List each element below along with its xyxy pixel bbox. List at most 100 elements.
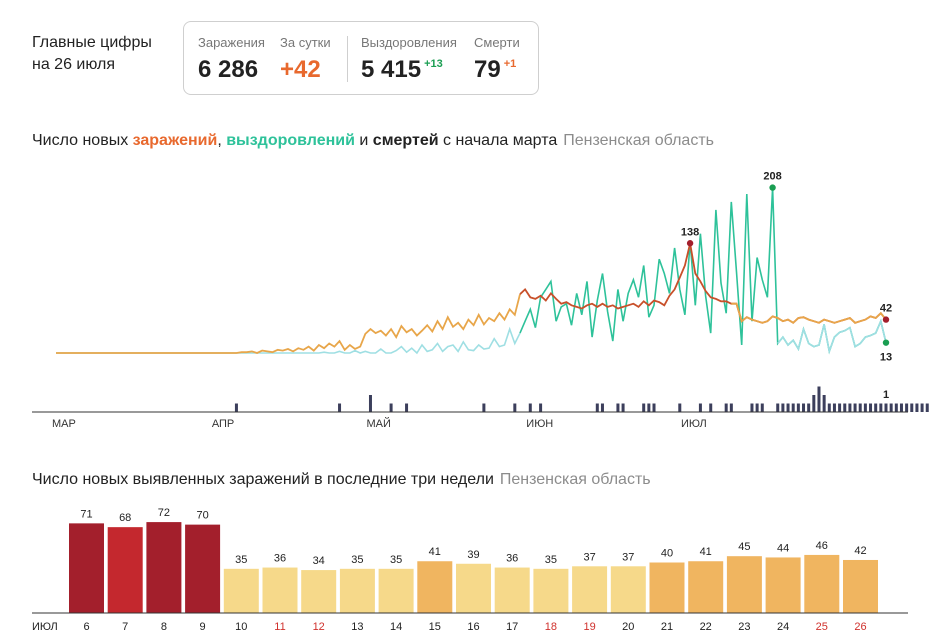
bar-value-label: 68 xyxy=(119,512,131,524)
day-label: 13 xyxy=(351,621,363,633)
day-bar xyxy=(223,568,259,613)
death-bar xyxy=(905,403,909,412)
death-bar xyxy=(642,403,646,412)
day-bar xyxy=(494,567,530,613)
stat-recovered-value: 5 415 xyxy=(361,56,422,83)
death-bar xyxy=(884,403,888,412)
day-label: 11 xyxy=(274,621,285,633)
death-bar xyxy=(786,403,790,412)
death-bar xyxy=(513,403,517,412)
death-bar xyxy=(874,403,878,412)
death-bar xyxy=(405,403,409,412)
stat-daily-value: +42 xyxy=(280,56,321,83)
death-bar xyxy=(776,403,780,412)
bar-value-label: 44 xyxy=(777,542,789,554)
day-label: 8 xyxy=(161,621,167,633)
bar-value-label: 35 xyxy=(351,554,363,566)
timeline-annotations: 138 208 42 13 1 xyxy=(681,171,892,401)
death-bar xyxy=(652,403,656,412)
bar-value-label: 35 xyxy=(545,554,557,566)
death-bar xyxy=(389,403,393,412)
month-label: МАР xyxy=(52,418,76,430)
day-bar xyxy=(688,561,724,613)
month-label: ИЮН xyxy=(526,418,553,430)
bar-value-label: 40 xyxy=(661,548,673,560)
death-bar xyxy=(750,403,754,412)
death-bar xyxy=(755,403,759,412)
weekly-bars xyxy=(69,522,878,613)
stats-separator xyxy=(347,36,348,82)
day-bar xyxy=(339,568,375,613)
day-label: 9 xyxy=(200,621,206,633)
death-bar xyxy=(539,403,543,412)
death-bar xyxy=(368,395,372,412)
death-bar xyxy=(838,403,842,412)
month-label: МАЙ xyxy=(366,417,390,430)
death-bar xyxy=(920,403,924,412)
stat-deaths: Смерти 79 +1 xyxy=(474,35,520,84)
death-bar xyxy=(796,403,800,412)
death-bar xyxy=(595,403,599,412)
death-bar xyxy=(822,395,826,412)
death-bar xyxy=(869,403,873,412)
day-bar xyxy=(262,567,298,613)
recovered-peak-label: 208 xyxy=(763,171,781,183)
death-bar xyxy=(781,403,785,412)
death-bar xyxy=(600,403,604,412)
day-label: 10 xyxy=(235,621,247,633)
day-label: 19 xyxy=(583,621,595,633)
death-bar xyxy=(848,403,852,412)
day-bar xyxy=(765,557,801,613)
day-bar xyxy=(572,566,608,613)
recovered-last-dot xyxy=(882,339,890,346)
month-label: ИЮЛ xyxy=(681,418,707,430)
bar-value-label: 41 xyxy=(429,546,441,558)
timeline-lines xyxy=(56,187,887,355)
death-bar xyxy=(698,403,702,412)
day-bar xyxy=(146,522,182,613)
day-label: 12 xyxy=(313,621,325,633)
stat-deaths-label: Смерти xyxy=(474,35,520,50)
day-label: 26 xyxy=(854,621,866,633)
stat-daily: За сутки +42 xyxy=(280,35,331,84)
infections-line-late xyxy=(731,302,887,324)
death-bar xyxy=(925,403,929,412)
day-bar xyxy=(649,562,685,613)
day-bar xyxy=(456,563,491,613)
death-bar xyxy=(894,403,898,412)
death-bar xyxy=(843,403,847,412)
day-label: 25 xyxy=(816,621,828,633)
death-bar xyxy=(729,403,733,412)
bar-value-label: 70 xyxy=(196,510,208,522)
day-label: 6 xyxy=(83,621,89,633)
infections-peak-label: 138 xyxy=(681,226,699,238)
death-bar xyxy=(858,403,862,412)
month-labels: МАР АПР МАЙ ИЮН ИЮЛ xyxy=(52,417,707,430)
death-bar xyxy=(827,403,831,412)
chart2-title-text: Число новых выявленных заражений в после… xyxy=(32,471,494,488)
death-bar xyxy=(647,403,651,412)
stat-infections-value: 6 286 xyxy=(198,56,259,83)
death-bar xyxy=(812,395,816,412)
bar-value-label: 39 xyxy=(467,549,479,561)
day-bar xyxy=(417,561,453,613)
death-bar xyxy=(724,403,728,412)
recovered-last-label: 13 xyxy=(880,352,892,364)
day-label: 20 xyxy=(622,621,634,633)
day-bar xyxy=(843,559,878,613)
death-bar xyxy=(853,403,857,412)
day-label: 15 xyxy=(429,621,441,633)
death-bar xyxy=(791,403,795,412)
deaths-last-label: 1 xyxy=(883,389,889,401)
chart2-title: Число новых выявленных заражений в после… xyxy=(32,471,651,489)
day-bar xyxy=(726,556,762,613)
death-bar xyxy=(899,403,903,412)
bar-value-label: 37 xyxy=(622,551,634,563)
death-bar xyxy=(621,403,625,412)
cases-timeline-chart: МАР АПР МАЙ ИЮН ИЮЛ 138 208 42 13 1 xyxy=(32,171,929,430)
death-bar xyxy=(482,403,486,412)
death-bar xyxy=(678,403,682,412)
death-bar xyxy=(616,403,620,412)
day-label: 17 xyxy=(506,621,518,633)
